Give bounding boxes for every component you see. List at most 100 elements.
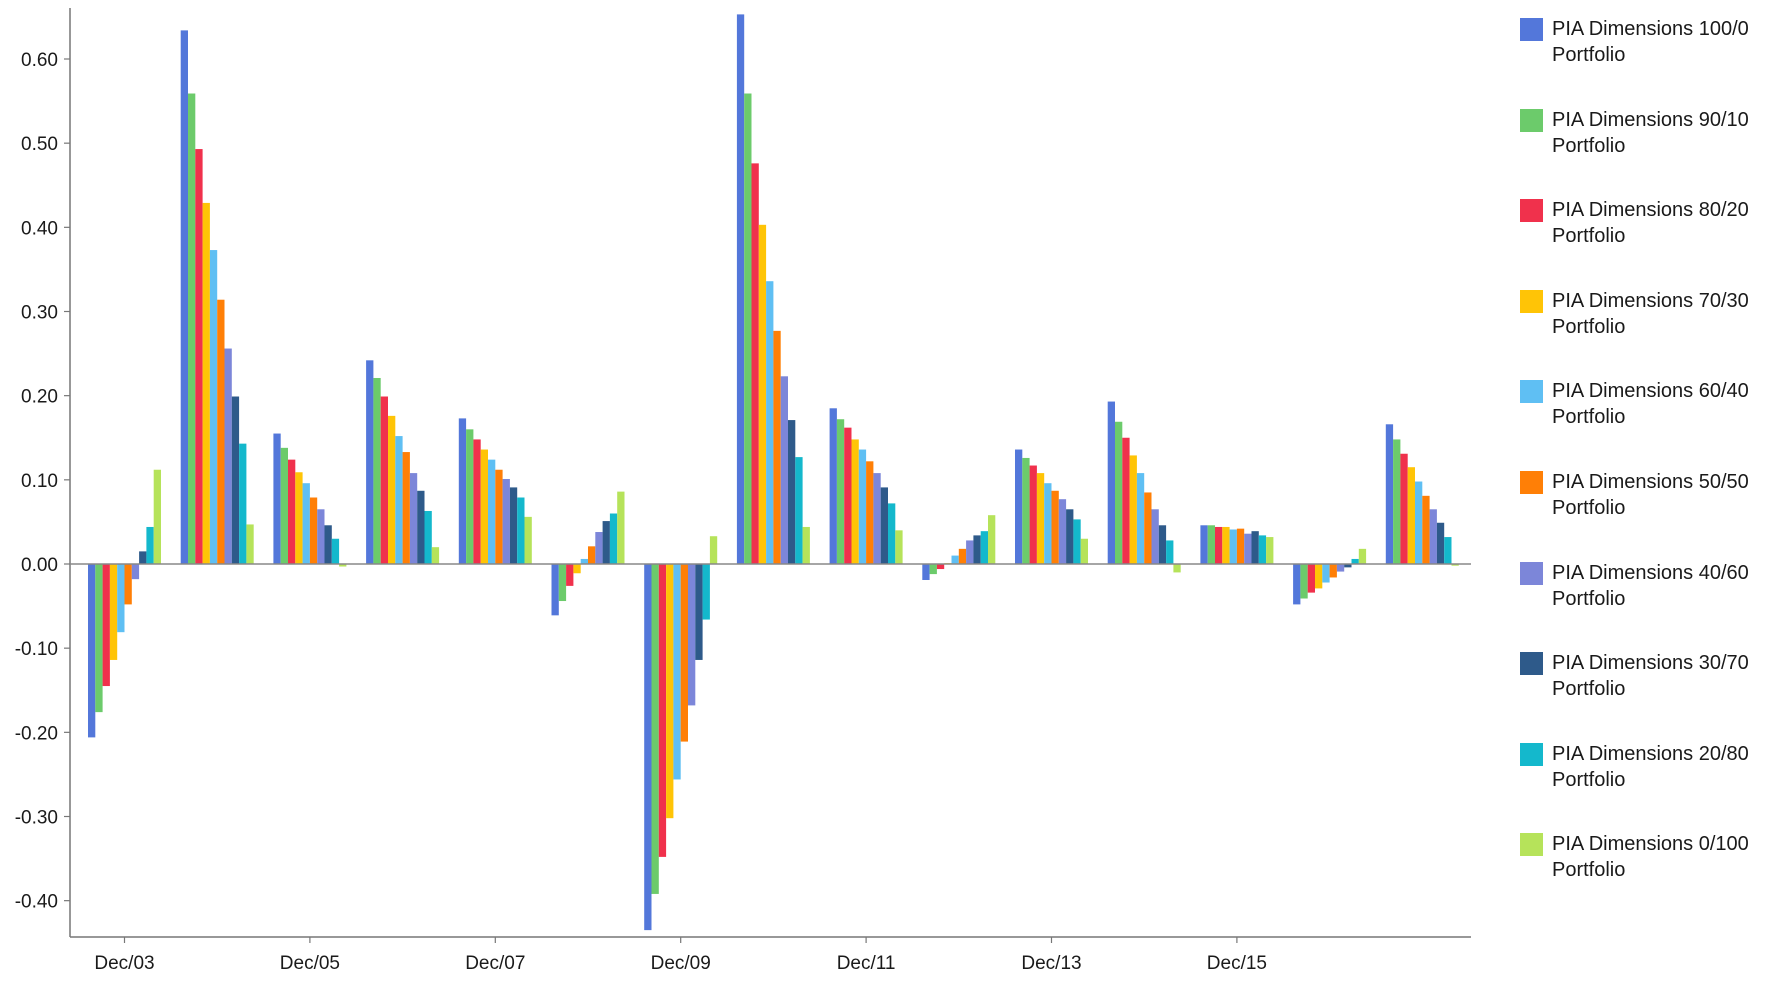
bar — [922, 564, 930, 580]
bar — [666, 564, 674, 819]
y-tick-label: 0.00 — [21, 555, 58, 576]
bar — [958, 548, 967, 564]
bar — [1080, 538, 1088, 564]
bar — [858, 449, 867, 564]
bar — [966, 540, 974, 564]
legend-item: PIA Dimensions 100/0 Portfolio — [1520, 14, 1770, 105]
legend-label: PIA Dimensions 20/80 Portfolio — [1552, 742, 1749, 791]
x-tick-label: Dec/07 — [465, 953, 525, 974]
legend-item: PIA Dimensions 70/30 Portfolio — [1520, 286, 1770, 377]
bar — [417, 490, 425, 564]
bar — [580, 558, 588, 564]
bar — [988, 515, 996, 564]
bar — [1022, 457, 1030, 564]
bar — [95, 564, 103, 713]
bar — [1215, 526, 1223, 564]
bar — [1336, 564, 1345, 572]
bar — [1322, 564, 1330, 583]
bar — [1422, 495, 1430, 564]
y-tick-label: 0.20 — [21, 387, 58, 408]
bar — [473, 439, 481, 564]
bar — [551, 564, 559, 616]
bar — [1136, 473, 1145, 564]
bar — [1415, 481, 1423, 564]
legend-label: PIA Dimensions 50/50 Portfolio — [1552, 470, 1749, 519]
bar — [651, 564, 659, 894]
x-tick-label: Dec/15 — [1207, 953, 1267, 974]
bar — [973, 535, 981, 564]
bar — [888, 503, 896, 564]
bar — [302, 483, 310, 564]
bar — [424, 510, 432, 564]
bar — [380, 396, 388, 564]
bar — [217, 299, 225, 564]
legend-swatch — [1520, 380, 1543, 404]
bar — [1158, 525, 1167, 564]
bar — [324, 525, 332, 564]
x-tick-label: Dec/09 — [651, 953, 711, 974]
bar — [109, 564, 118, 660]
bar — [609, 513, 618, 564]
legend-label: PIA Dimensions 60/40 Portfolio — [1552, 380, 1749, 429]
bar — [658, 564, 667, 857]
bar — [395, 436, 403, 564]
bar — [1293, 564, 1301, 605]
legend-swatch — [1520, 18, 1543, 41]
bar — [124, 564, 132, 605]
legend-item: PIA Dimensions 20/80 Portfolio — [1520, 739, 1770, 830]
legend-swatch — [1520, 652, 1543, 676]
bar — [246, 524, 254, 564]
legend-swatch — [1520, 108, 1543, 132]
legend-swatch — [1520, 561, 1543, 585]
bar — [644, 564, 652, 931]
bar — [517, 497, 525, 564]
x-axis: Dec/03 Dec/05 Dec/07 Dec/09 Dec/11 Dec/13 Dec/… — [70, 563, 1471, 974]
bar — [566, 564, 574, 586]
bar — [458, 418, 467, 564]
bar — [1407, 467, 1415, 564]
legend-item: PIA Dimensions 50/50 Portfolio — [1520, 467, 1770, 558]
bar — [88, 564, 96, 738]
bar — [736, 14, 745, 565]
bar — [829, 408, 837, 564]
bar — [1200, 525, 1208, 564]
bar — [288, 459, 296, 564]
bar — [409, 473, 418, 564]
bar — [231, 396, 240, 564]
bar — [1315, 564, 1323, 589]
bar — [702, 564, 710, 620]
bar — [502, 478, 510, 564]
bar — [509, 487, 518, 564]
bar — [102, 564, 110, 687]
legend-item: PIA Dimensions 80/20 Portfolio — [1520, 195, 1770, 286]
bar — [588, 546, 596, 564]
bar — [309, 497, 318, 564]
bar — [1173, 564, 1181, 573]
bar — [1451, 564, 1459, 566]
bar — [980, 531, 988, 564]
legend-swatch — [1520, 289, 1543, 313]
y-tick-label: 0.50 — [21, 134, 58, 155]
bar — [239, 443, 247, 564]
legend-label: PIA Dimensions 90/10 Portfolio — [1552, 108, 1749, 157]
bar — [280, 447, 288, 564]
legend-item: PIA Dimensions 0/100 Portfolio — [1520, 829, 1770, 920]
bar — [466, 429, 474, 564]
legend-label: PIA Dimensions 100/0 Portfolio — [1552, 18, 1749, 66]
bar — [844, 427, 852, 564]
bar — [1129, 455, 1137, 564]
bar — [431, 547, 440, 564]
bar — [1251, 531, 1259, 564]
bar — [317, 509, 325, 564]
x-tick-label: Dec/11 — [837, 953, 896, 974]
bar — [1151, 509, 1159, 564]
bar — [695, 564, 703, 660]
bar — [929, 564, 937, 575]
y-tick-label: 0.10 — [21, 471, 58, 492]
bar — [1107, 401, 1115, 564]
bar — [488, 459, 496, 564]
bar — [1015, 449, 1023, 564]
bar — [873, 473, 881, 564]
y-axis: 0.60 0.50 0.40 0.30 0.20 0.10 0.00 -0.10 -0.20 -0… — [15, 8, 71, 937]
bar — [773, 330, 781, 564]
